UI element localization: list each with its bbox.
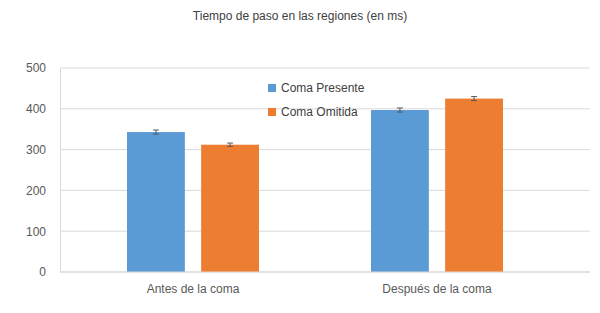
error-bar-cap	[227, 146, 233, 147]
x-tick: Antes de la coma	[147, 272, 240, 296]
bars	[127, 97, 503, 272]
x-axis: Antes de la coma Después de la coma	[60, 272, 590, 296]
y-tick-label: 200	[26, 184, 46, 198]
error-bar	[397, 108, 403, 112]
x-tick-label: Después de la coma	[382, 282, 492, 296]
series	[127, 108, 429, 272]
y-tick-label: 100	[26, 225, 46, 239]
bar	[201, 145, 259, 272]
grid-line	[60, 272, 590, 273]
y-tick-label: 0	[39, 265, 46, 279]
y-axis-line	[60, 69, 61, 273]
error-bar-stem	[474, 97, 475, 101]
title: Tiempo de paso en las regiones (en ms)	[193, 9, 407, 23]
y-axis: 0 100 200 300 400 500	[26, 61, 61, 279]
legend: Coma Presente Coma Omitida	[268, 81, 365, 119]
y-tick: 200	[26, 184, 60, 198]
x-tick: Después de la coma	[382, 272, 492, 296]
legend-swatch	[268, 84, 276, 92]
x-axis-line	[60, 272, 590, 273]
y-tick: 400	[26, 102, 60, 116]
error-bar-cap	[397, 112, 403, 113]
error-bar-stem	[399, 108, 400, 112]
y-tick: 300	[26, 143, 60, 157]
error-bar-cap	[397, 107, 403, 108]
error-bar	[227, 143, 233, 146]
bar	[127, 132, 185, 272]
error-bar-stem	[155, 130, 156, 134]
y-tick: 500	[26, 61, 60, 75]
y-tick-label: 500	[26, 61, 46, 75]
legend-item: Coma Presente	[268, 81, 365, 95]
error-bar-cap	[153, 134, 159, 135]
bar	[371, 110, 429, 272]
legend-swatch	[268, 108, 276, 116]
grid	[60, 68, 590, 272]
y-tick-label: 300	[26, 143, 46, 157]
error-bar	[153, 130, 159, 134]
y-tick: 100	[26, 225, 60, 239]
bar	[445, 99, 503, 272]
chart: Tiempo de paso en las regiones (en ms) 0 1…	[0, 0, 600, 313]
legend-item: Coma Omitida	[268, 105, 358, 119]
series	[201, 97, 503, 272]
legend-label: Coma Presente	[281, 81, 365, 95]
error-bar-cap	[153, 130, 159, 131]
y-tick: 0	[39, 265, 60, 279]
error-bar-cap	[471, 100, 477, 101]
legend-label: Coma Omitida	[281, 105, 358, 119]
grid-line	[60, 68, 590, 69]
error-bar-cap	[471, 96, 477, 97]
y-tick-label: 400	[26, 102, 46, 116]
error-bar-cap	[227, 143, 233, 144]
x-tick-label: Antes de la coma	[147, 282, 240, 296]
error-bar	[471, 97, 477, 101]
